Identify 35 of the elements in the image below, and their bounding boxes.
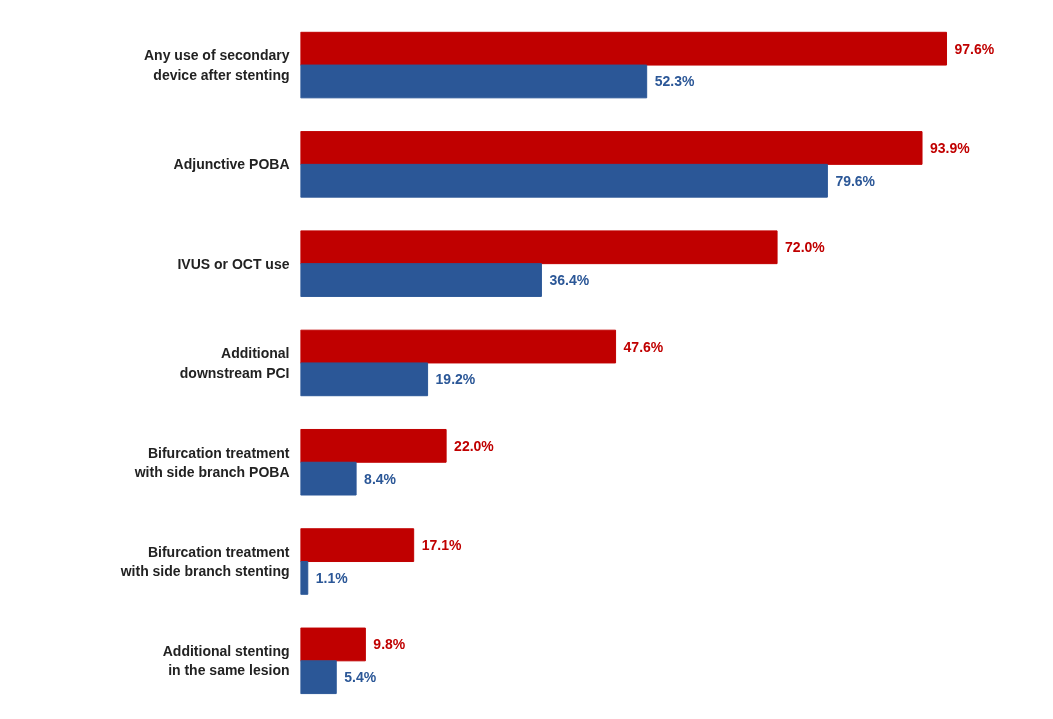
bar [300, 230, 778, 265]
data-label: 9.8% [373, 636, 406, 653]
bar [300, 263, 542, 297]
y-tick-label: Additional stenting in the same lesion [162, 643, 290, 679]
bar [300, 627, 366, 662]
data-label: 79.6% [835, 172, 876, 189]
bar [300, 163, 828, 198]
data-label: 93.9% [930, 139, 971, 156]
data-label: 17.1% [421, 537, 462, 554]
bar [300, 660, 337, 695]
data-label: 36.4% [549, 272, 590, 289]
bar [300, 561, 309, 595]
data-label: 1.1% [315, 569, 349, 586]
bar [300, 461, 357, 496]
y-tick-label: Any use of secondary device after stenting [144, 47, 290, 83]
y-tick-label: Adjunctive POBA [173, 156, 290, 173]
y-tick-label: Bifurcation treatment with side branch stenting [119, 543, 290, 580]
bar [300, 329, 617, 364]
data-label: 72.0% [785, 239, 826, 256]
data-label: 8.4% [364, 470, 397, 487]
data-label: 47.6% [623, 338, 664, 355]
data-label: 19.2% [435, 371, 476, 388]
y-tick-label: Bifurcation treatment with side branch POBA [133, 444, 290, 480]
y-tick-label: Additional downstream PCI [179, 345, 290, 381]
bar [300, 528, 415, 563]
bar [300, 362, 429, 397]
bar [300, 64, 648, 99]
data-label: 97.6% [954, 40, 995, 57]
data-label: 5.4% [344, 669, 377, 686]
y-tick-label: IVUS or OCT use [177, 255, 290, 272]
bar [300, 31, 948, 66]
bar [300, 131, 923, 165]
data-label: 22.0% [454, 437, 495, 454]
bar [300, 428, 447, 463]
data-label: 52.3% [654, 73, 695, 90]
